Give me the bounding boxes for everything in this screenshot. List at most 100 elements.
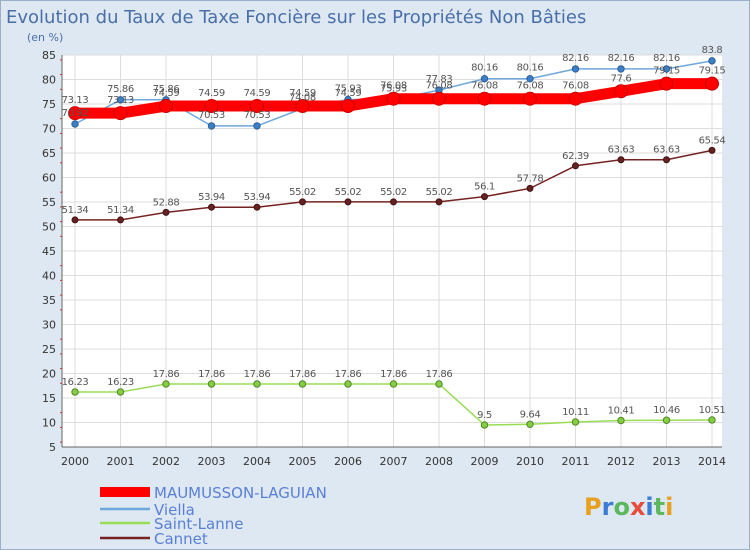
x-tick-label: 2014 bbox=[698, 455, 726, 468]
data-point bbox=[708, 416, 716, 424]
data-label: 55.02 bbox=[426, 187, 453, 198]
data-label: 55.02 bbox=[335, 187, 362, 198]
x-tick-label: 2009 bbox=[471, 455, 499, 468]
data-label: 82.16 bbox=[562, 53, 589, 64]
data-point bbox=[663, 156, 670, 164]
x-tick-label: 2011 bbox=[562, 455, 590, 468]
data-label: 10.11 bbox=[562, 407, 589, 418]
data-label: 63.63 bbox=[608, 145, 635, 156]
x-tick-label: 2002 bbox=[152, 455, 180, 468]
y-tick-label: 50 bbox=[42, 221, 56, 234]
data-label: 76.08 bbox=[562, 81, 589, 92]
y-tick-label: 55 bbox=[42, 196, 56, 209]
data-label: 74.08 bbox=[289, 93, 316, 104]
data-point bbox=[614, 84, 628, 99]
data-point bbox=[705, 76, 719, 91]
x-tick-label: 2012 bbox=[607, 455, 635, 468]
data-label: 76.08 bbox=[380, 81, 407, 92]
y-tick-label: 15 bbox=[42, 392, 56, 405]
data-point bbox=[389, 380, 398, 388]
data-label: 73.13 bbox=[62, 95, 89, 106]
x-tick-label: 2010 bbox=[516, 455, 544, 468]
data-label: 76.08 bbox=[426, 81, 453, 92]
data-point bbox=[435, 198, 443, 206]
y-tick-label: 40 bbox=[42, 270, 56, 283]
data-point bbox=[344, 198, 352, 206]
data-point bbox=[390, 198, 397, 206]
data-point bbox=[480, 75, 489, 83]
data-point bbox=[162, 208, 170, 216]
data-label: 55.02 bbox=[380, 187, 407, 198]
data-point bbox=[159, 99, 173, 114]
axes: 5 10 15 20 25 30 35 40 45 50 55 60 65 70 75 80 85 2000 200… bbox=[42, 49, 726, 468]
data-label: 17.86 bbox=[244, 369, 271, 380]
data-point bbox=[117, 216, 124, 224]
x-tick-label: 2007 bbox=[380, 455, 408, 468]
data-label: 75.93 bbox=[335, 83, 362, 94]
data-point bbox=[617, 156, 625, 164]
data-point bbox=[208, 203, 215, 211]
data-label: 70.53 bbox=[244, 110, 271, 121]
data-point bbox=[662, 65, 671, 73]
data-label: 74.59 bbox=[335, 88, 362, 99]
x-tick-label: 2005 bbox=[289, 455, 317, 468]
data-point bbox=[708, 57, 716, 65]
chart-title: Evolution du Taux de Taxe Foncière sur l… bbox=[6, 7, 586, 28]
data-label: 82.16 bbox=[608, 53, 635, 64]
data-point bbox=[253, 380, 261, 388]
y-tick-label: 70 bbox=[42, 123, 56, 136]
series-layer bbox=[68, 57, 719, 429]
logo-text: Proxiti bbox=[584, 493, 673, 521]
data-label: 57.78 bbox=[517, 173, 544, 184]
data-label: 83.8 bbox=[702, 45, 723, 56]
y-tick-label: 85 bbox=[42, 49, 56, 62]
data-point bbox=[617, 65, 625, 73]
data-label: 53.94 bbox=[244, 192, 271, 203]
data-label: 16.23 bbox=[107, 377, 134, 388]
data-label: 79.15 bbox=[653, 66, 680, 77]
data-point bbox=[341, 99, 355, 114]
data-point bbox=[480, 421, 489, 429]
data-label: 74.59 bbox=[153, 88, 180, 99]
data-label: 77.83 bbox=[426, 74, 453, 85]
y-tick-label: 5 bbox=[49, 441, 56, 454]
data-point bbox=[207, 122, 216, 130]
legend-label: Cannet bbox=[154, 530, 208, 548]
data-point bbox=[571, 65, 580, 73]
data-label: 77.6 bbox=[611, 73, 632, 84]
data-point bbox=[526, 420, 534, 428]
data-label: 62.39 bbox=[562, 151, 589, 162]
legend-label: Viella bbox=[154, 501, 195, 519]
data-label: 70.53 bbox=[198, 110, 225, 121]
data-label: 51.34 bbox=[107, 205, 134, 216]
data-label: 74.59 bbox=[198, 88, 225, 99]
y-tick-label: 65 bbox=[42, 147, 56, 160]
data-point bbox=[344, 380, 352, 388]
data-point bbox=[295, 99, 310, 114]
data-label: 51.34 bbox=[62, 205, 89, 216]
proxiti-logo: Proxiti bbox=[584, 493, 673, 521]
x-tick-label: 2006 bbox=[334, 455, 362, 468]
data-point bbox=[299, 198, 306, 206]
data-point bbox=[617, 416, 625, 425]
legend-label: MAUMUSSON-LAGUIAN bbox=[154, 484, 327, 502]
data-point bbox=[481, 193, 488, 201]
data-label: 75.93 bbox=[380, 83, 407, 94]
y-unit-label: (en %) bbox=[27, 31, 63, 44]
data-point bbox=[526, 184, 534, 192]
y-tick-label: 60 bbox=[42, 172, 56, 185]
data-label: 75.86 bbox=[153, 84, 180, 95]
data-label: 82.16 bbox=[653, 53, 680, 64]
data-point bbox=[68, 106, 82, 121]
data-label: 74.59 bbox=[289, 88, 316, 99]
data-point bbox=[71, 216, 79, 224]
data-label: 16.23 bbox=[62, 377, 89, 388]
data-label: 63.63 bbox=[653, 145, 680, 156]
data-point bbox=[523, 91, 537, 106]
data-point bbox=[662, 416, 671, 424]
data-label: 76.08 bbox=[471, 81, 498, 92]
data-point bbox=[116, 96, 125, 104]
data-point bbox=[477, 91, 492, 106]
